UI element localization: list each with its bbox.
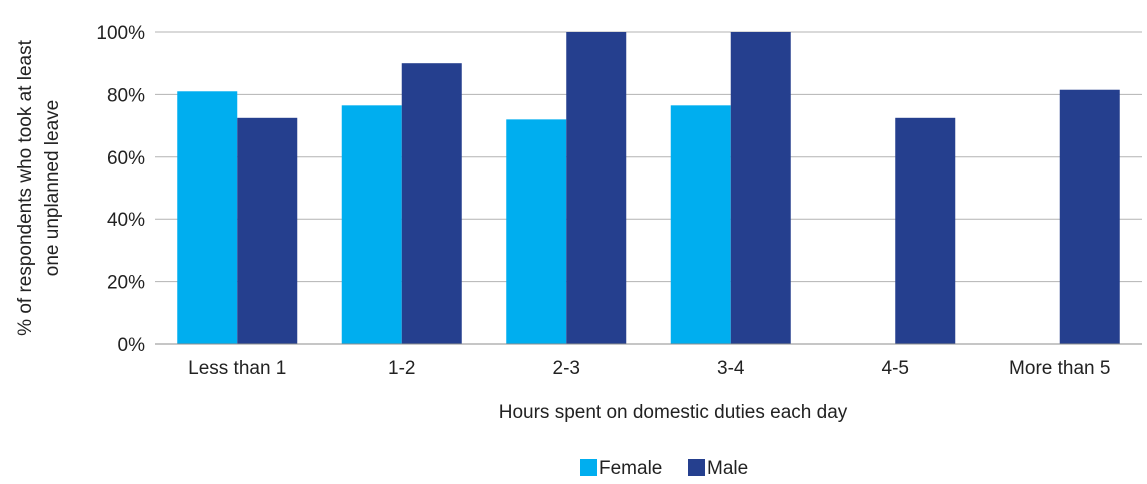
y-tick-label: 20% [107, 273, 145, 294]
legend-swatch-male [688, 459, 705, 476]
y-tick-label: 100% [96, 23, 145, 44]
bar-male [401, 63, 462, 344]
x-tick-label: 1-2 [388, 358, 415, 379]
legend-label-female: Female [599, 458, 662, 479]
x-tick-label: 3-4 [717, 358, 745, 379]
x-tick-label: 2-3 [553, 358, 580, 379]
bar-female [177, 91, 238, 344]
x-tick-label: 4-5 [882, 358, 909, 379]
bar-female [341, 105, 402, 344]
legend: Female Male [580, 458, 748, 479]
x-tick-label: Less than 1 [188, 358, 286, 379]
gridlines [155, 31, 1142, 283]
bar-male [895, 117, 956, 344]
bars [177, 32, 1120, 344]
bar-male [1059, 89, 1120, 344]
x-tick-label: More than 5 [1009, 358, 1110, 379]
bar-female [506, 119, 567, 344]
bar-male [237, 117, 298, 344]
y-tick-label: 60% [107, 148, 145, 169]
bar-male [730, 32, 791, 344]
y-axis-title-line-2: one unplanned leave [42, 100, 63, 276]
bar-male [566, 32, 627, 344]
legend-swatch-female [580, 459, 597, 476]
y-tick-label: 0% [118, 335, 146, 356]
y-tick-label: 40% [107, 210, 145, 231]
y-axis-title-line-1: % of respondents who took at least [15, 39, 36, 335]
x-axis-title: Hours spent on domestic duties each day [499, 402, 848, 423]
y-tick-label: 80% [107, 85, 145, 106]
legend-label-male: Male [707, 458, 748, 479]
axes: 0% 20% 40% 60% 80% 100% Less than 1 1-2 2-3 3-4 4-… [96, 23, 1142, 379]
bar-female [670, 105, 731, 344]
